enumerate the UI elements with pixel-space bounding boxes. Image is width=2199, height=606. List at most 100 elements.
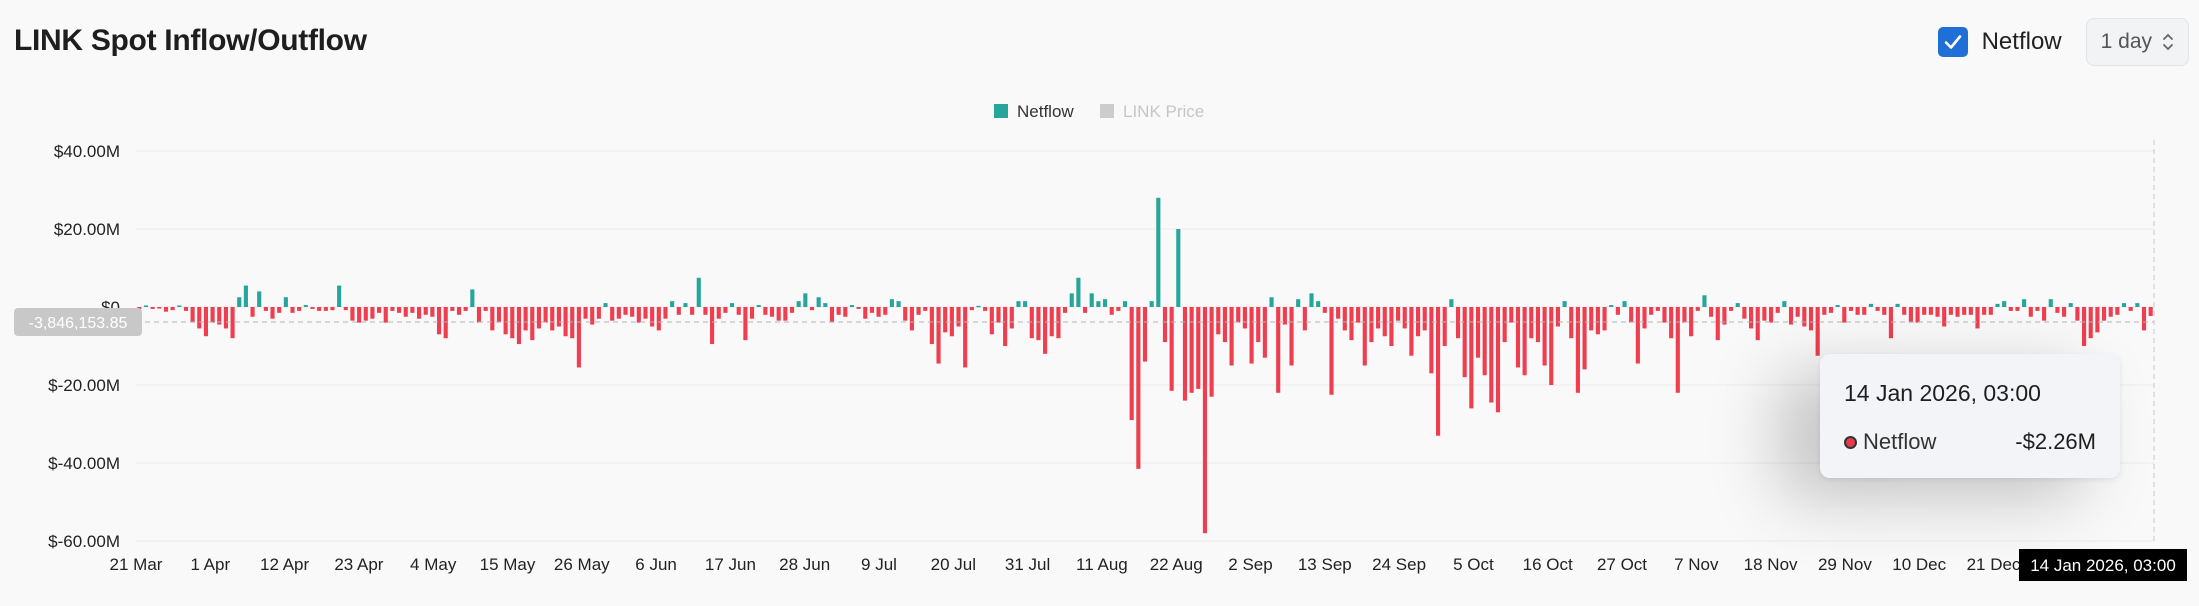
netflow-bar [2108,307,2113,317]
netflow-bar [1169,307,1174,391]
netflow-bar [2148,307,2153,316]
netflow-bar [2135,303,2140,307]
netflow-checkbox-label[interactable]: Netflow [1981,28,2062,55]
netflow-bar [1569,307,1574,339]
netflow-bar [1729,307,1734,311]
netflow-bar [909,307,914,331]
netflow-bar [230,307,235,339]
netflow-bar [949,307,954,337]
netflow-bar [869,307,874,313]
netflow-bar [643,307,648,319]
netflow-bar [2128,307,2133,311]
netflow-bar [1735,303,1740,307]
netflow-bar [197,307,202,329]
netflow-bar [1629,307,1634,323]
netflow-bar [450,307,455,311]
netflow-bar [1149,301,1154,307]
netflow-bar [1202,307,1208,534]
tooltip-row: Netflow -$2.26M [1844,429,2096,455]
x-tick-label: 9 Jul [861,555,897,574]
netflow-bar [1036,307,1041,341]
netflow-bar [676,307,681,315]
netflow-bar [596,307,601,319]
netflow-bar [903,307,908,321]
x-tick-label: 21 Dec [1967,555,2021,574]
netflow-bar [1482,307,1487,376]
x-tick-label: 21 Mar [110,555,163,574]
netflow-bar [983,307,988,311]
netflow-bar [1076,277,1081,307]
netflow-bar [1675,307,1680,393]
netflow-bar [776,307,781,321]
netflow-bar [543,307,548,323]
netflow-bar [203,307,208,337]
x-tick-label: 6 Jun [635,555,677,574]
netflow-bar [1589,307,1594,331]
netflow-bar [796,301,801,307]
netflow-bar [1695,307,1700,311]
netflow-bar [1722,307,1727,325]
interval-value: 1 day [2100,30,2152,53]
netflow-bar [703,307,708,315]
x-tick-label: 27 Oct [1597,555,1647,574]
netflow-bar [377,307,382,313]
tooltip-series-name: Netflow [1863,429,1937,454]
netflow-bar [1282,307,1287,325]
netflow-bar [1902,307,1907,315]
x-tick-label: 1 Apr [190,555,230,574]
netflow-bar [217,307,222,325]
netflow-bar [849,305,855,307]
netflow-bar [1822,307,1827,315]
tooltip-date: 14 Jan 2026, 03:00 [1844,380,2041,406]
netflow-bar [1655,307,1660,311]
netflow-bar [1848,307,1854,311]
netflow-bar [410,307,415,313]
netflow-bar [1895,303,1900,307]
netflow-bar [277,307,282,313]
netflow-bar [2035,307,2040,311]
netflow-bar [1129,307,1134,421]
netflow-bar [1615,307,1620,315]
netflow-bar [1802,307,1807,327]
netflow-bar [2062,307,2067,317]
netflow-bar [337,285,342,307]
netflow-bar [1402,307,1407,329]
netflow-bar [1815,307,1820,356]
x-tick-label: 12 Apr [260,555,309,574]
netflow-bar [803,293,808,307]
interval-select[interactable]: 1 day [2085,18,2189,66]
netflow-bar [297,307,302,311]
netflow-bar [1742,307,1747,319]
netflow-bar [357,307,362,323]
chart-tooltip: 14 Jan 2026, 03:00 Netflow -$2.26M [1820,354,2120,478]
netflow-bar [1755,307,1760,341]
netflow-bar [823,303,828,307]
netflow-bar [443,307,448,339]
netflow-bar [177,305,182,307]
netflow-bar [2015,307,2020,311]
netflow-bar [783,307,788,321]
netflow-bar [2115,307,2120,315]
tooltip-value: -$2.26M [2015,429,2096,454]
netflow-bar [1389,307,1394,346]
netflow-bar [2042,307,2047,321]
netflow-bar [1382,307,1387,337]
netflow-bar [943,307,948,333]
netflow-bar [1808,307,1814,331]
x-tick-label: 23 Apr [334,555,383,574]
netflow-bar [1236,307,1241,323]
netflow-bar [716,307,721,319]
netflow-bar [1535,307,1541,343]
netflow-bar [730,303,735,307]
netflow-bar [789,307,795,313]
netflow-bar [183,307,189,311]
netflow-bar [969,307,974,311]
netflow-bar [370,307,375,319]
netflow-bar [1975,307,1980,329]
netflow-bar [603,303,608,307]
netflow-bar [1262,307,1267,358]
netflow-bar [290,307,295,313]
netflow-checkbox[interactable] [1937,27,1968,57]
netflow-bar [1136,307,1141,469]
netflow-bar [2022,299,2027,307]
